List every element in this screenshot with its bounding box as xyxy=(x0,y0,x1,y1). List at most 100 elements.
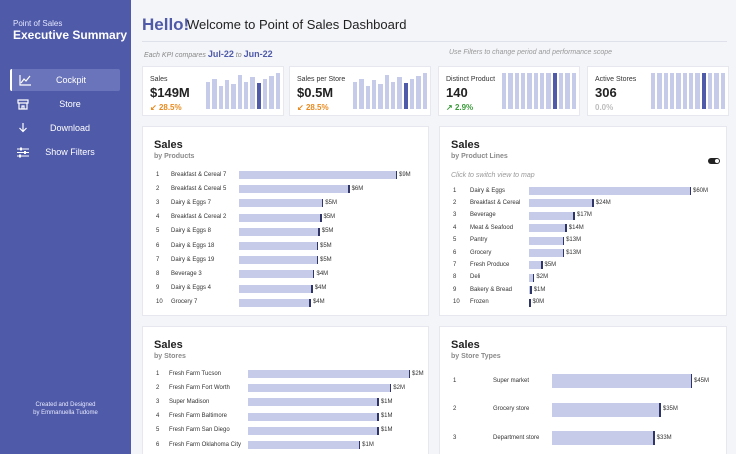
bar-row[interactable]: 10 Grocery 7 $4M xyxy=(143,298,428,308)
bar-mark xyxy=(529,249,565,257)
app-subtitle: Point of Sales xyxy=(13,19,63,28)
bar-row[interactable]: 2 Breakfast & Cereal $24M xyxy=(440,198,726,208)
trend-up-icon: ↗ xyxy=(446,103,453,112)
sidebar-item-store[interactable]: Store xyxy=(10,93,120,115)
bar-row[interactable]: 7 Dairy & Eggs 19 $5M xyxy=(143,255,428,265)
sidebar-item-show-filters[interactable]: Show Filters xyxy=(10,141,120,163)
spark-bar xyxy=(514,73,519,109)
bar-row[interactable]: 3 Beverage $17M xyxy=(440,211,726,221)
bar-row[interactable]: 2 Grocery store $35M xyxy=(440,402,726,418)
spark-bar xyxy=(565,73,570,109)
trend-down-icon: ↙ xyxy=(150,103,157,112)
kpi-value: 306 xyxy=(595,85,617,100)
spark-bar xyxy=(701,73,706,109)
bar-row[interactable]: 1 Dairy & Eggs $60M xyxy=(440,186,726,196)
value-label: $4M xyxy=(314,285,327,292)
bar-row[interactable]: 4 Fresh Farm Baltimore $1M xyxy=(143,412,428,422)
panel-sales-by-product-lines[interactable]: Sales by Product Lines Click to switch v… xyxy=(439,126,727,316)
sidebar-item-label: Download xyxy=(49,123,91,133)
bar-mark xyxy=(239,284,313,293)
spark-bar xyxy=(262,79,268,109)
kpi-label: Sales xyxy=(150,76,168,83)
map-switch-hint[interactable]: Click to switch view to map xyxy=(451,172,535,179)
bar-row[interactable]: 3 Department store $33M xyxy=(440,430,726,446)
credit-line: Created and Designed xyxy=(35,402,96,408)
row-label: Bakery & Bread xyxy=(470,286,513,293)
row-label: Dairy & Eggs 4 xyxy=(171,285,212,292)
bar-row[interactable]: 4 Breakfast & Cereal 2 $5M xyxy=(143,213,428,223)
spark-bar xyxy=(275,72,280,109)
spark-bar xyxy=(256,83,261,109)
spark-bar xyxy=(353,82,358,109)
spark-bar xyxy=(390,81,396,109)
rank-number: 6 xyxy=(156,242,160,249)
page-title: Welcome to Point of Sales Dashboard xyxy=(187,17,407,32)
bar-mark xyxy=(239,256,318,265)
value-label: $1M xyxy=(380,427,393,434)
value-label: $5M xyxy=(321,228,334,235)
bar-row[interactable]: 10 Frozen $0M xyxy=(440,298,726,308)
row-label: Pantry xyxy=(470,237,488,244)
bar-row[interactable]: 6 Fresh Farm Oklahoma City $1M xyxy=(143,440,428,450)
bar-mark xyxy=(248,441,361,449)
kpi-value: $0.5M xyxy=(297,85,334,100)
spark-bar xyxy=(218,86,223,109)
sidebar-item-cockpit[interactable]: Cockpit xyxy=(10,69,120,91)
rank-number: 2 xyxy=(156,384,160,391)
bar-row[interactable]: 1 Fresh Farm Tucson $2M xyxy=(143,369,428,379)
spark-bar xyxy=(651,73,656,109)
bar-row[interactable]: 1 Breakfast & Cereal 7 $9M xyxy=(143,170,428,180)
kpi-delta: ↗ 2.9% xyxy=(446,103,473,112)
bar-row[interactable]: 3 Dairy & Eggs 7 $5M xyxy=(143,198,428,208)
spark-bar xyxy=(682,73,687,109)
bar-mark xyxy=(248,426,379,435)
spark-bar xyxy=(397,77,402,109)
bar-row[interactable]: 6 Dairy & Eggs 18 $5M xyxy=(143,241,428,251)
bar-row[interactable]: 9 Bakery & Bread $1M xyxy=(440,285,726,295)
bar-row[interactable]: 5 Dairy & Eggs 8 $5M xyxy=(143,227,428,237)
kpi-sparkline xyxy=(651,72,725,109)
bar-row[interactable]: 8 Beverage 3 $4M xyxy=(143,269,428,279)
spark-bar xyxy=(269,75,274,109)
row-label: Beverage xyxy=(470,212,496,219)
download-icon xyxy=(10,122,36,134)
bar-mark xyxy=(552,431,655,445)
view-toggle[interactable] xyxy=(708,158,720,164)
row-label: Grocery xyxy=(470,249,492,256)
row-label: Grocery store xyxy=(493,406,530,412)
sidebar-item-download[interactable]: Download xyxy=(10,117,120,139)
rank-number: 10 xyxy=(453,299,460,306)
bar-row[interactable]: 2 Fresh Farm Fort Worth $2M xyxy=(143,383,428,393)
rank-number: 1 xyxy=(156,370,160,377)
kpi-delta: 0.0% xyxy=(595,103,613,112)
bar-row[interactable]: 7 Fresh Produce $5M xyxy=(440,260,726,270)
bar-row[interactable]: 5 Pantry $13M xyxy=(440,236,726,246)
bar-row[interactable]: 4 Meat & Seafood $14M xyxy=(440,223,726,233)
row-label: Fresh Farm Fort Worth xyxy=(169,384,230,391)
row-label: Dairy & Eggs 8 xyxy=(171,228,212,235)
bar-row[interactable]: 8 Deli $2M xyxy=(440,273,726,283)
spark-bar xyxy=(502,73,507,109)
period-from: Jul-22 xyxy=(207,49,234,59)
header-divider xyxy=(142,41,727,42)
bar-mark xyxy=(248,398,379,407)
bar-row[interactable]: 3 Super Madison $1M xyxy=(143,397,428,407)
bar-row[interactable]: 5 Fresh Farm San Diego $1M xyxy=(143,426,428,436)
spark-bar xyxy=(558,73,564,109)
period-compare: Each KPI compares Jul-22 to Jun-22 xyxy=(144,49,273,59)
rank-number: 5 xyxy=(156,228,160,235)
rank-number: 4 xyxy=(156,214,160,221)
bar-row[interactable]: 2 Breakfast & Cereal 5 $6M xyxy=(143,184,428,194)
row-label: Super Madison xyxy=(169,398,210,405)
sliders-icon xyxy=(10,147,36,158)
kpi-delta-value: 28.5% xyxy=(305,103,329,112)
bar-row[interactable]: 1 Super market $45M xyxy=(440,373,726,389)
value-label: $14M xyxy=(568,224,584,231)
bar-row[interactable]: 6 Grocery $13M xyxy=(440,248,726,258)
spark-bar xyxy=(224,80,230,109)
bar-mark xyxy=(529,298,531,307)
kpi-label: Active Stores xyxy=(595,76,637,83)
bar-row[interactable]: 9 Dairy & Eggs 4 $4M xyxy=(143,284,428,294)
value-label: $4M xyxy=(312,299,325,306)
rank-number: 7 xyxy=(453,261,457,268)
